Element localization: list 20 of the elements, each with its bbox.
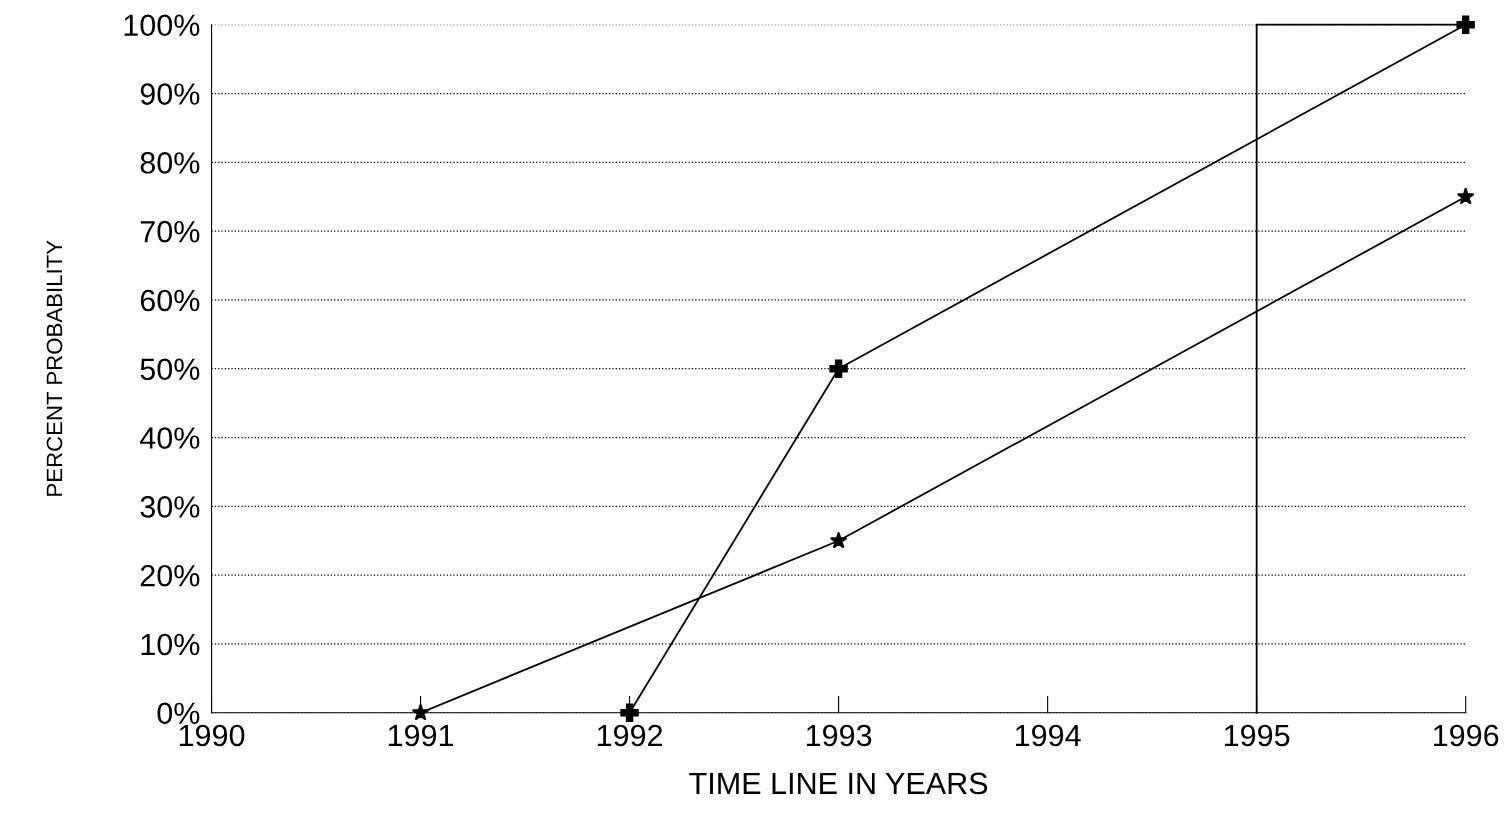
y-axis-title: PERCENT PROBABILITY: [46, 240, 63, 496]
y-tick-label: 70%: [140, 220, 200, 243]
y-tick-label: 100%: [124, 14, 200, 37]
y-tick-label: 0%: [157, 702, 200, 725]
x-tick-label: 1992: [597, 724, 663, 747]
x-tick-label: 1990: [179, 724, 245, 747]
y-tick-label: 90%: [140, 83, 200, 105]
y-tick-label: 80%: [140, 152, 200, 174]
y-tick-label: 10%: [141, 633, 200, 656]
x-tick-label: 1994: [1015, 724, 1081, 747]
y-tick-label: 40%: [139, 427, 200, 449]
x-tick-label: 1993: [806, 724, 872, 747]
x-tick-label: 1995: [1224, 724, 1290, 747]
y-tick-label: 30%: [140, 496, 200, 518]
x-tick-label: 1991: [388, 724, 454, 747]
y-tick-label: 50%: [140, 358, 200, 381]
y-tick-label: 60%: [140, 289, 200, 312]
y-tick-label: 20%: [140, 564, 200, 587]
x-tick-label: 1996: [1434, 724, 1499, 747]
x-axis-title: TIME LINE IN YEARS: [689, 772, 988, 795]
